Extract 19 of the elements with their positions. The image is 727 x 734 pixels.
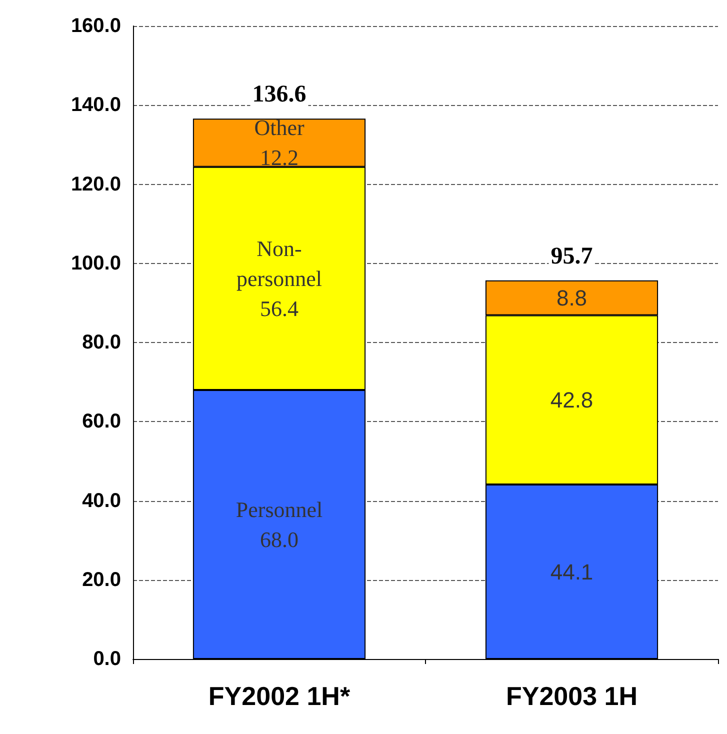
data-label: 8.8 bbox=[556, 285, 588, 310]
y-tick-label: 40.0 bbox=[82, 490, 121, 512]
y-tick-label: 20.0 bbox=[82, 568, 121, 591]
y-tick-label: 120.0 bbox=[70, 173, 121, 196]
y-tick-label: 0.0 bbox=[93, 648, 121, 670]
y-tick-label: 100.0 bbox=[70, 252, 121, 274]
x-tick-label: FY2003 1H bbox=[506, 681, 638, 711]
x-tick-label: FY2002 1H* bbox=[208, 681, 351, 711]
data-label: Non- personnel 56.4 bbox=[236, 236, 322, 321]
y-tick-label: 60.0 bbox=[82, 410, 121, 433]
y-tick-label: 160.0 bbox=[70, 15, 121, 37]
y-tick-label: 80.0 bbox=[82, 332, 121, 354]
total-label: 95.7 bbox=[550, 243, 593, 270]
data-label: 44.1 bbox=[550, 559, 594, 584]
data-label: 42.8 bbox=[550, 387, 594, 412]
data-label: Personnel 68.0 bbox=[236, 496, 323, 552]
data-label: Other 12.2 bbox=[254, 115, 305, 170]
total-label: 136.6 bbox=[252, 82, 306, 108]
y-tick-label: 140.0 bbox=[70, 94, 121, 116]
